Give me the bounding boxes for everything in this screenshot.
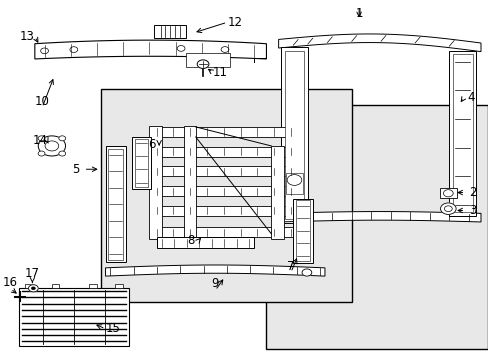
Bar xyxy=(25,284,33,288)
Bar xyxy=(448,51,475,216)
Bar xyxy=(183,126,195,239)
Text: 9: 9 xyxy=(211,278,219,291)
Text: 4: 4 xyxy=(467,91,474,104)
Polygon shape xyxy=(278,212,480,222)
Bar xyxy=(132,137,151,189)
Text: 6: 6 xyxy=(148,138,155,150)
Circle shape xyxy=(31,287,35,290)
Polygon shape xyxy=(105,265,325,276)
Bar xyxy=(185,53,229,67)
Text: 15: 15 xyxy=(105,322,120,335)
Text: 7: 7 xyxy=(286,260,294,273)
Bar xyxy=(266,105,488,348)
Bar xyxy=(152,186,295,196)
Circle shape xyxy=(59,136,65,141)
Text: 12: 12 xyxy=(227,16,242,29)
Bar xyxy=(101,89,351,302)
Text: 10: 10 xyxy=(35,95,49,108)
Polygon shape xyxy=(35,40,266,59)
Bar xyxy=(135,139,148,187)
Bar xyxy=(152,147,295,157)
Bar xyxy=(271,146,283,239)
Circle shape xyxy=(38,136,65,156)
Bar xyxy=(293,199,312,263)
Bar xyxy=(281,47,307,223)
Circle shape xyxy=(302,269,311,276)
Bar xyxy=(154,25,185,39)
Bar xyxy=(115,284,123,288)
Bar xyxy=(285,173,303,194)
Circle shape xyxy=(59,151,65,156)
Text: 8: 8 xyxy=(187,234,194,247)
Circle shape xyxy=(38,136,45,141)
Bar xyxy=(152,127,295,137)
Text: 11: 11 xyxy=(212,66,227,79)
Bar xyxy=(152,206,295,216)
Bar xyxy=(152,227,295,237)
Circle shape xyxy=(197,60,208,68)
Circle shape xyxy=(28,285,38,292)
Text: 17: 17 xyxy=(25,267,40,280)
Circle shape xyxy=(38,151,45,156)
Bar xyxy=(295,201,310,261)
Bar xyxy=(285,51,304,220)
Bar xyxy=(152,166,295,176)
Circle shape xyxy=(440,203,455,215)
Polygon shape xyxy=(278,34,480,51)
Bar xyxy=(452,54,472,212)
Bar xyxy=(439,188,456,198)
Bar xyxy=(157,237,254,248)
Text: 14: 14 xyxy=(32,134,47,147)
Text: 1: 1 xyxy=(355,7,362,20)
Bar xyxy=(89,284,97,288)
Text: 5: 5 xyxy=(72,163,80,176)
Text: 3: 3 xyxy=(468,204,475,217)
Bar xyxy=(51,284,59,288)
Text: 2: 2 xyxy=(468,186,475,199)
Bar xyxy=(19,288,129,346)
Bar xyxy=(149,126,161,239)
Text: 16: 16 xyxy=(3,276,18,289)
Bar xyxy=(108,149,123,260)
Circle shape xyxy=(443,190,452,197)
Text: 13: 13 xyxy=(20,30,35,43)
Bar xyxy=(105,146,126,262)
